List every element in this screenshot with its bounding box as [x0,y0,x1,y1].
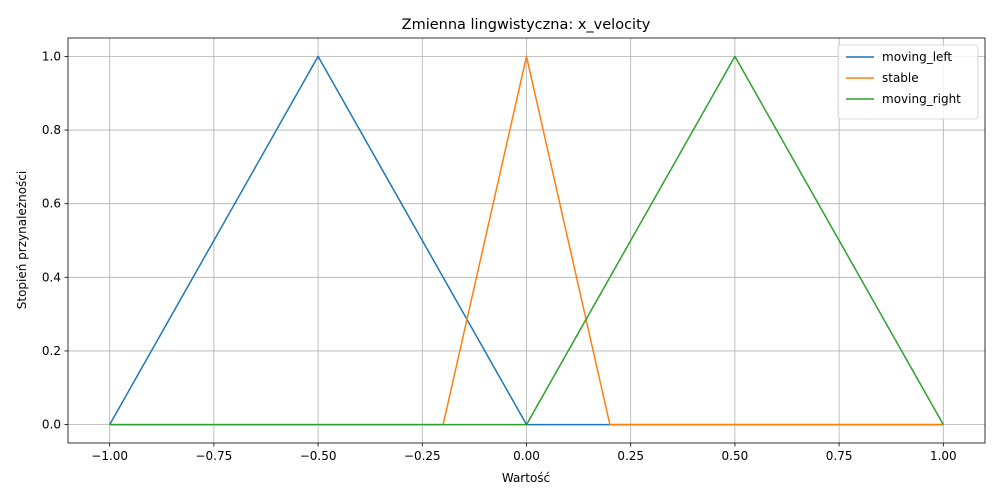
x-tick-label: −1.00 [91,449,128,463]
x-tick-label: −0.75 [195,449,232,463]
series-line-moving-right [109,55,944,426]
legend-box [837,44,979,120]
x-tick-label: 0.25 [617,449,644,463]
x-tick-label: −0.25 [404,449,441,463]
y-tick-label: 0.4 [42,270,61,284]
x-axis-label: Wartość [502,471,550,485]
legend-label-moving-right: moving_right [882,92,961,106]
series-layer [109,55,944,426]
x-tick-label: 1.00 [930,449,957,463]
x-tick-label: −0.50 [300,449,337,463]
x-tick-label: 0.00 [513,449,540,463]
legend-label-moving-left: moving_left [882,50,952,64]
chart-title: Zmienna lingwistyczna: x_velocity [402,17,651,33]
legend-label-stable: stable [882,71,919,85]
y-axis-label: Stopień przynależności [15,171,29,309]
x-tick-label: 0.75 [826,449,853,463]
y-tick-label: 0.8 [42,123,61,137]
y-axis: 0.0 0.2 0.4 0.6 0.8 1.0 [42,49,68,432]
y-tick-label: 0.0 [42,418,61,432]
x-axis: −1.00 −0.75 −0.50 −0.25 0.00 0.25 0.50 0.75 1.00 [91,443,957,463]
y-tick-label: 1.0 [42,49,61,63]
y-tick-label: 0.2 [42,344,61,358]
x-tick-label: 0.50 [722,449,749,463]
y-tick-label: 0.6 [42,197,61,211]
